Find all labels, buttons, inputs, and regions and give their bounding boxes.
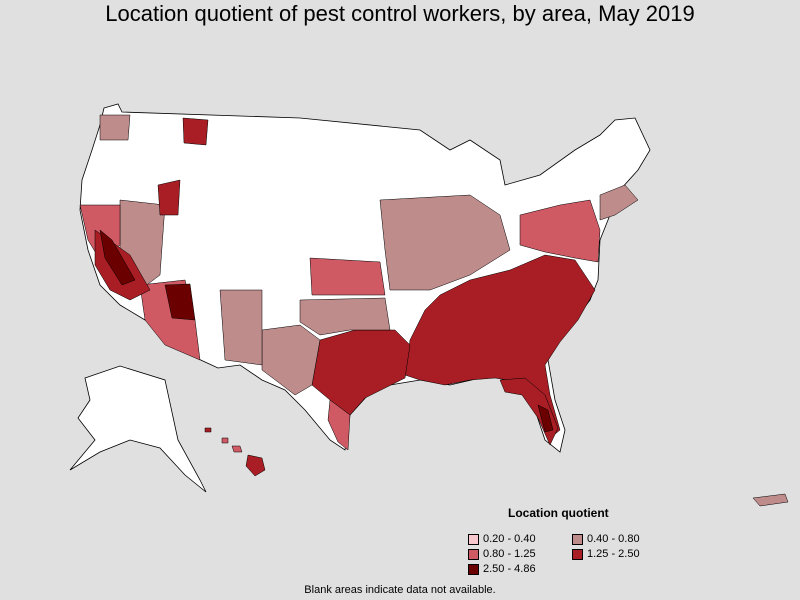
legend: Location quotient 0.20 - 0.40 0.40 - 0.8…	[468, 506, 698, 576]
legend-item: 1.25 - 2.50	[572, 547, 682, 561]
legend-swatch	[572, 548, 583, 560]
legend-swatch	[572, 533, 583, 545]
region-florida	[499, 377, 559, 446]
region-phoenix	[164, 283, 196, 321]
legend-item: 0.20 - 0.40	[468, 532, 572, 546]
region-idaho	[157, 179, 181, 216]
alaska-outline	[69, 365, 207, 493]
region-new-mexico	[219, 289, 263, 366]
legend-label: 0.40 - 0.80	[587, 533, 640, 545]
region-texas-south	[327, 399, 351, 451]
region-central-valley	[99, 229, 136, 286]
region-oklahoma	[299, 297, 391, 336]
legend-item: 0.80 - 1.25	[468, 547, 572, 561]
no-data-note: Blank areas indicate data not available.	[304, 584, 496, 596]
legend-label: 1.25 - 2.50	[587, 548, 640, 560]
legend-swatch	[468, 563, 479, 575]
map-title: Location quotient of pest control worker…	[105, 1, 695, 26]
legend-grid: 0.20 - 0.40 0.40 - 0.80 0.80 - 1.25 1.25…	[468, 532, 698, 576]
hawaii-islands	[204, 427, 266, 477]
legend-swatch	[468, 533, 479, 545]
region-northeast	[599, 184, 639, 221]
legend-label: 2.50 - 4.86	[483, 563, 536, 575]
legend-swatch	[468, 548, 479, 560]
region-midwest	[379, 194, 511, 291]
region-fills	[79, 114, 639, 451]
legend-title: Location quotient	[508, 506, 609, 520]
legend-label: 0.20 - 0.40	[483, 533, 536, 545]
region-spokane	[182, 117, 209, 146]
legend-item: 0.40 - 0.80	[572, 532, 682, 546]
region-mid-atlantic	[519, 199, 601, 263]
legend-label: 0.80 - 1.25	[483, 548, 536, 560]
region-kansas	[309, 257, 386, 296]
puerto-rico-outline	[752, 493, 789, 507]
region-washington	[99, 114, 131, 141]
legend-item: 2.50 - 4.86	[468, 562, 572, 576]
region-florida-south	[537, 404, 554, 433]
region-texas-west	[261, 324, 321, 396]
